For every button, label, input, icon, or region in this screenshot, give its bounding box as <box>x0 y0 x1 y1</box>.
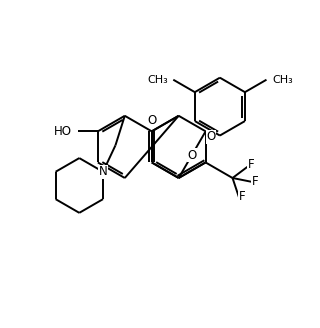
Text: F: F <box>248 157 254 171</box>
Text: HO: HO <box>53 125 71 138</box>
Text: F: F <box>252 174 258 188</box>
Text: N: N <box>99 165 108 178</box>
Text: CH₃: CH₃ <box>272 75 293 85</box>
Text: F: F <box>238 190 245 203</box>
Text: O: O <box>147 114 156 127</box>
Text: CH₃: CH₃ <box>147 75 168 85</box>
Text: O: O <box>207 131 216 143</box>
Text: O: O <box>187 149 196 162</box>
